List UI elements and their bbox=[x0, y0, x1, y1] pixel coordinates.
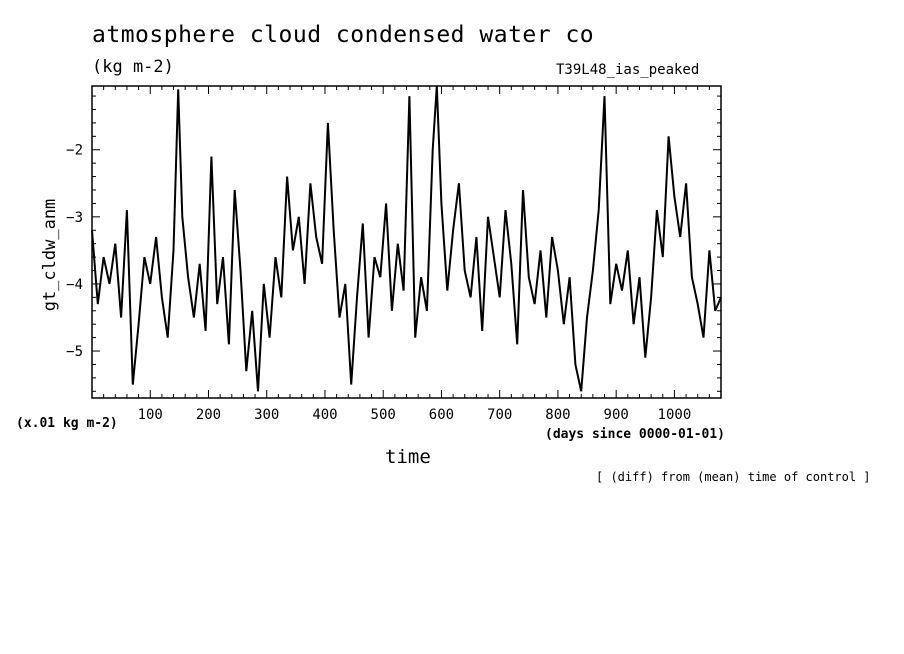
x-tick-label: 900 bbox=[604, 407, 629, 423]
x-tick-label: 400 bbox=[312, 407, 337, 423]
chart-title: atmosphere cloud condensed water co bbox=[92, 22, 595, 48]
series-line-0 bbox=[91, 85, 722, 392]
x-tick-label: 100 bbox=[138, 407, 163, 423]
y-tick-label: −5 bbox=[66, 344, 83, 360]
x-axis-units: (days since 0000-01-01) bbox=[545, 427, 726, 442]
tick-labels: 100 200 300 400 500 600 700 800 900 1000 −5 −4 −3 −2 bbox=[66, 143, 691, 423]
x-tick-label: 500 bbox=[371, 407, 396, 423]
x-tick-label: 300 bbox=[254, 407, 279, 423]
run-label: T39L48_ias_peaked bbox=[556, 62, 700, 78]
x-tick-label: 600 bbox=[429, 407, 454, 423]
plot-frame bbox=[91, 85, 722, 399]
x-tick-label: 1000 bbox=[658, 407, 692, 423]
units-label: (kg m-2) bbox=[92, 57, 174, 77]
y-tick-label: −4 bbox=[66, 277, 83, 293]
y-tick-label: −3 bbox=[66, 210, 83, 226]
y-tick-label: −2 bbox=[66, 143, 83, 159]
x-axis-label: time bbox=[385, 446, 431, 468]
footer-note: [ (diff) from (mean) time of control ] bbox=[596, 470, 871, 484]
axis-ticks bbox=[92, 86, 721, 398]
series-layer bbox=[91, 85, 722, 392]
x-tick-label: 700 bbox=[487, 407, 512, 423]
x-tick-label: 800 bbox=[545, 407, 570, 423]
x-tick-label: 200 bbox=[196, 407, 221, 423]
scale-note: (x.01 kg m-2) bbox=[16, 416, 118, 431]
